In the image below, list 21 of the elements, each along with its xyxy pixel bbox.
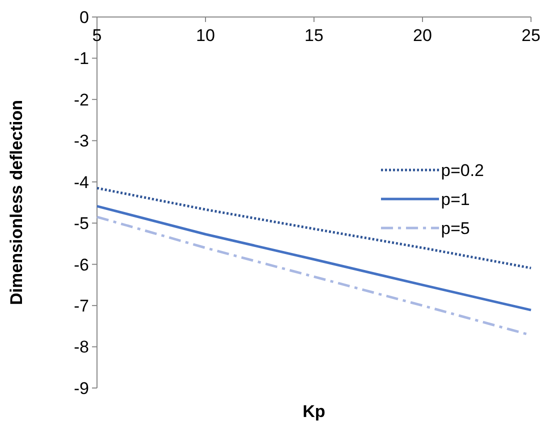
legend-label: p=5 — [441, 218, 470, 238]
y-tick-label: -5 — [74, 214, 89, 234]
line-series — [96, 186, 532, 270]
y-tick-label: -6 — [74, 255, 89, 274]
y-axis-title: Dimensionless deflection — [7, 100, 26, 305]
x-axis-title: Kp — [302, 402, 326, 421]
y-tick-label: -1 — [74, 49, 89, 68]
y-tick-label: -8 — [74, 338, 89, 357]
x-tick-label: 10 — [196, 26, 215, 45]
y-tick-label: -3 — [74, 132, 89, 151]
y-tick-label: 0 — [80, 8, 89, 27]
legend-label: p=1 — [441, 190, 470, 209]
x-tick-label: 20 — [413, 26, 432, 45]
x-tick-label: 15 — [304, 26, 324, 45]
y-tick-label: -9 — [74, 378, 89, 398]
x-tick-label: 5 — [92, 26, 102, 45]
legend-label: p=0.2 — [441, 160, 484, 180]
x-tick-label: 25 — [522, 26, 540, 45]
y-tick-label: -7 — [74, 296, 89, 316]
y-tick-label: -2 — [74, 90, 89, 110]
y-tick-label: -4 — [74, 172, 89, 192]
